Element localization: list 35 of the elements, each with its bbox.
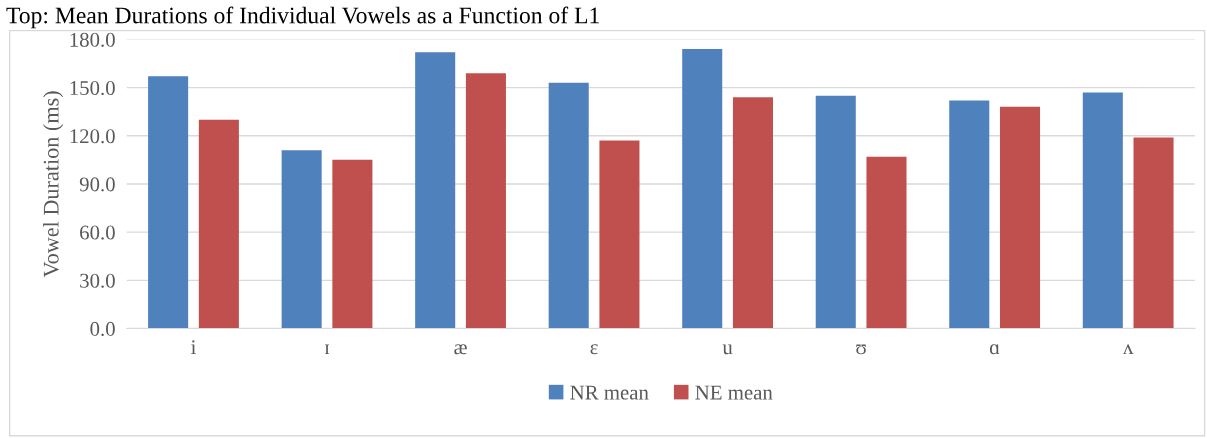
y-tick-label: 90.0 (79, 177, 115, 192)
legend-label: NR mean (570, 385, 649, 400)
bar (198, 119, 239, 329)
bar (682, 49, 723, 329)
x-tick-label: ɑ (989, 344, 1000, 355)
bar (599, 140, 640, 329)
chart-title: Top: Mean Durations of Individual Vowels as a Function of L1 (6, 6, 599, 29)
bar (1133, 137, 1174, 329)
bar (732, 97, 773, 329)
y-tick-label: 30.0 (80, 273, 115, 288)
x-tick-label: ʊ (856, 344, 866, 355)
bar (548, 82, 589, 329)
legend-label: NE mean (695, 385, 773, 400)
y-tick-label: 0.0 (90, 321, 115, 337)
x-tick-label: ɪ (325, 344, 330, 355)
y-tick-label: 180.0 (70, 32, 115, 47)
bar (332, 159, 373, 329)
y-tick-label: 60.0 (80, 225, 115, 240)
bar (415, 52, 456, 329)
bar (281, 150, 322, 329)
x-tick-label: ʌ (1122, 344, 1134, 355)
bar (148, 76, 189, 329)
x-tick-label: æ (454, 344, 467, 355)
x-tick-label: u (722, 344, 733, 355)
x-tick-label: i (191, 340, 196, 355)
y-axis-title: Vowel Duration (ms) (43, 91, 64, 278)
y-tick-label: 150.0 (70, 80, 115, 96)
bar (1082, 92, 1123, 329)
y-tick-label: 120.0 (70, 129, 115, 144)
bar (465, 73, 506, 329)
bar (949, 100, 990, 329)
x-tick-label: ɛ (590, 344, 598, 355)
bar (815, 95, 856, 329)
bar (999, 106, 1041, 329)
bar (866, 156, 907, 329)
